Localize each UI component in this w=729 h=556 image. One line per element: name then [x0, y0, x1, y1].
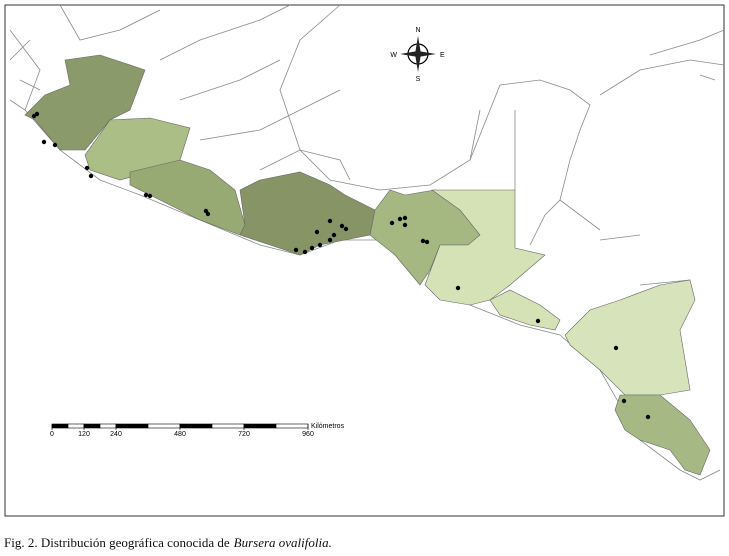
point [455, 285, 461, 291]
point [205, 211, 211, 217]
point [327, 237, 333, 243]
scale-segment [83, 423, 101, 429]
point [613, 345, 619, 351]
point [397, 216, 403, 222]
scale-segment [275, 423, 309, 429]
point [52, 142, 58, 148]
compass-s: S [416, 76, 421, 83]
point [147, 193, 153, 199]
scale-unit: Kilómetros [311, 423, 345, 430]
scale-segment [67, 423, 85, 429]
point [389, 220, 395, 226]
scale-segment [179, 423, 213, 429]
point [331, 232, 337, 238]
point [402, 215, 408, 221]
scale-label: 0 [50, 431, 54, 438]
point [309, 245, 315, 251]
region [424, 189, 546, 306]
scale-segment [211, 423, 245, 429]
point [343, 226, 349, 232]
scale-label: 480 [174, 431, 186, 438]
point [424, 239, 430, 245]
region [24, 54, 146, 151]
point [317, 242, 323, 248]
caption-text: Fig. 2. Distribución geográfica conocida… [4, 535, 230, 550]
point [88, 173, 94, 179]
species-name: Bursera ovalifolia. [233, 535, 332, 550]
compass-e: E [440, 52, 445, 59]
region [614, 394, 711, 476]
distribution-regions [24, 54, 711, 476]
compass-n: N [415, 27, 420, 34]
caption: Fig. 2. Distribución geográfica conocida… [4, 535, 332, 551]
point [621, 398, 627, 404]
map: N S E W Kilómetros 0 120 240 480 720 960 [4, 4, 725, 517]
compass: N S E W [390, 27, 445, 83]
point [41, 139, 47, 145]
scale-label: 720 [238, 431, 250, 438]
compass-needle [400, 51, 436, 57]
occurrence-points [31, 111, 651, 420]
scale-segment [147, 423, 181, 429]
point [535, 318, 541, 324]
region [239, 171, 376, 256]
point [327, 218, 333, 224]
point [34, 111, 40, 117]
region [489, 289, 561, 331]
scale-label: 960 [302, 431, 314, 438]
compass-w: W [390, 52, 397, 59]
point [84, 165, 90, 171]
scale-segment [115, 423, 149, 429]
point [402, 222, 408, 228]
scale-label: 240 [110, 431, 122, 438]
scale-segment [99, 423, 117, 429]
point [302, 249, 308, 255]
region [564, 279, 696, 396]
point [293, 247, 299, 253]
scale-label: 120 [78, 431, 90, 438]
point [314, 229, 320, 235]
point [339, 223, 345, 229]
scale-segment [51, 423, 69, 429]
scale-segment [243, 423, 277, 429]
point [420, 238, 426, 244]
scale-bar: Kilómetros 0 120 240 480 720 960 [50, 423, 345, 438]
point [143, 192, 149, 198]
point [645, 414, 651, 420]
